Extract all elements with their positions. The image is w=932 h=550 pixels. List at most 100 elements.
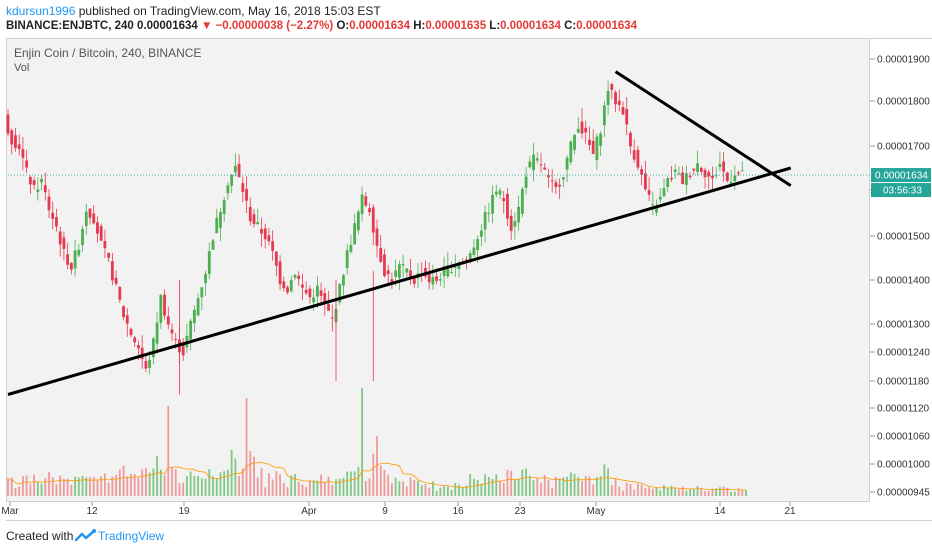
candle-body — [412, 277, 416, 284]
tradingview-brand[interactable]: TradingView — [98, 529, 165, 543]
volume-bar — [66, 478, 69, 496]
volume-bar — [342, 477, 345, 496]
candle-body — [129, 328, 133, 336]
publish-header: kdursun1996 published on TradingView.com… — [0, 0, 932, 38]
candle-body — [338, 284, 342, 303]
candle-body — [304, 289, 308, 294]
volume-bar — [122, 465, 125, 496]
volume-bar — [350, 471, 352, 496]
open-value: 0.00001634 — [349, 20, 410, 32]
candle-body — [260, 228, 263, 234]
volume-bar — [338, 478, 341, 496]
y-tick-label: 0.00001300 — [877, 320, 930, 331]
y-tick-label: 0.00001240 — [877, 348, 930, 359]
candle-body — [148, 359, 152, 368]
candle-body — [256, 221, 260, 225]
volume-bar — [301, 484, 304, 496]
volume-bar — [711, 488, 714, 496]
candle-body — [43, 185, 47, 193]
volume-bar — [450, 489, 453, 496]
footer: Created with TradingView — [0, 522, 932, 550]
candle-body — [327, 303, 330, 311]
volume-bar — [89, 477, 91, 496]
y-tick-label: 0.00001800 — [877, 97, 930, 108]
volume-bar — [223, 471, 226, 496]
y-tick-label: 0.00001060 — [877, 432, 930, 443]
volume-bar — [10, 477, 13, 496]
candle-body — [509, 215, 513, 231]
volume-bar — [741, 490, 744, 496]
volume-bar — [215, 478, 218, 496]
candle-body — [58, 231, 62, 245]
volume-bar — [77, 477, 80, 496]
price-axis[interactable] — [870, 38, 932, 502]
volume-bar — [454, 483, 457, 496]
candle-body — [692, 168, 696, 171]
volume-bar — [405, 486, 408, 496]
candle-body — [651, 204, 655, 206]
volume-bar — [189, 471, 192, 496]
candle-body — [595, 136, 599, 160]
candle-body — [401, 263, 405, 266]
volume-bar — [208, 469, 211, 496]
candle-body — [740, 170, 744, 172]
candle-body — [431, 276, 435, 285]
candle-body — [584, 127, 588, 133]
candle-body — [450, 272, 453, 274]
volume-bar — [685, 490, 688, 496]
volume-bar — [674, 487, 677, 496]
volume-bar — [126, 476, 129, 496]
y-tick-label: 0.00001000 — [877, 460, 930, 471]
candle-body — [14, 135, 17, 148]
volume-bar — [387, 474, 390, 496]
volume-bar — [622, 490, 624, 496]
candle-body — [114, 277, 118, 284]
candle-body — [233, 165, 237, 173]
volume-bar — [256, 477, 259, 496]
close-label: C: — [564, 20, 577, 32]
candle-body — [722, 161, 726, 172]
candle-body — [47, 196, 51, 211]
volume-bar — [25, 475, 28, 496]
candle-body — [271, 241, 275, 251]
volume-bar — [726, 487, 729, 496]
volume-bar — [610, 484, 613, 496]
volume-bar — [290, 475, 293, 496]
volume-bar — [696, 485, 699, 496]
candle-body — [278, 261, 282, 285]
candle-body — [356, 211, 360, 231]
volume-bar — [581, 481, 583, 496]
candle-body — [547, 175, 550, 178]
candle-body — [110, 261, 114, 281]
author-link[interactable]: kdursun1996 — [6, 4, 76, 18]
candle-body — [688, 175, 692, 178]
candle-body — [625, 109, 629, 125]
volume-bar — [491, 479, 494, 496]
x-tick-label: 21 — [784, 506, 796, 517]
time-axis[interactable] — [6, 502, 932, 521]
candle-body — [28, 176, 32, 185]
candle-body — [494, 191, 498, 195]
candle-body — [543, 167, 547, 170]
candle-body — [513, 221, 517, 227]
chart-title: Enjin Coin / Bitcoin, 240, BINANCE — [14, 46, 202, 60]
volume-bar — [305, 486, 308, 496]
volume-bar — [532, 480, 535, 496]
candle-body — [245, 189, 248, 201]
volume-bar — [253, 456, 255, 496]
volume-bar — [670, 485, 673, 496]
candle-body — [550, 180, 554, 182]
y-tick-label: 0.00001900 — [877, 55, 930, 66]
candle-body — [573, 134, 576, 150]
volume-bar — [484, 474, 486, 496]
candle-body — [196, 298, 200, 316]
candle-body — [617, 100, 621, 105]
candle-body — [472, 247, 476, 256]
candle-body — [219, 212, 222, 228]
candle-body — [237, 163, 241, 178]
volume-bar — [681, 486, 684, 496]
candle-body — [107, 252, 111, 258]
candle-body — [200, 287, 204, 298]
high-label: H: — [413, 20, 426, 32]
